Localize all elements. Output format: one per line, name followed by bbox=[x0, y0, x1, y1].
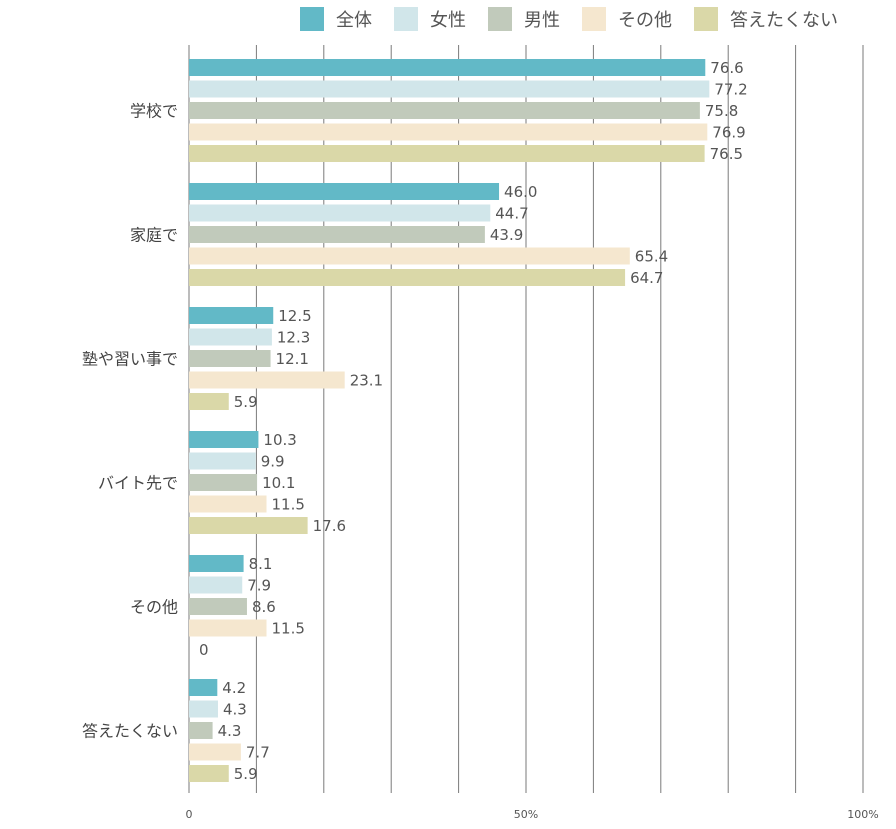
data-label: 0 bbox=[199, 641, 209, 659]
data-label: 65.4 bbox=[635, 248, 668, 266]
bar bbox=[189, 204, 491, 222]
legend: 全体 女性 男性 その他 答えたくない bbox=[300, 6, 838, 32]
data-label: 46.0 bbox=[504, 183, 537, 201]
bar bbox=[189, 145, 705, 162]
bar bbox=[189, 247, 630, 265]
x-tick-label: 50% bbox=[514, 808, 538, 821]
data-label: 17.6 bbox=[313, 517, 346, 535]
category-label: 家庭で bbox=[130, 226, 178, 245]
legend-item: 全体 bbox=[300, 6, 372, 32]
legend-label: 女性 bbox=[430, 10, 466, 31]
data-label: 4.3 bbox=[218, 722, 242, 740]
data-label: 76.5 bbox=[710, 145, 743, 163]
legend-item: 男性 bbox=[488, 6, 560, 32]
data-label: 11.5 bbox=[272, 496, 305, 514]
data-label: 9.9 bbox=[261, 453, 285, 471]
bar bbox=[189, 452, 256, 470]
data-label: 8.6 bbox=[252, 598, 276, 616]
x-tick-label: 100% bbox=[847, 808, 878, 821]
data-label: 5.9 bbox=[234, 765, 258, 783]
legend-swatch bbox=[300, 7, 324, 31]
legend-swatch bbox=[582, 7, 606, 31]
data-label: 10.1 bbox=[262, 474, 295, 492]
data-label: 75.8 bbox=[705, 102, 738, 120]
bar bbox=[189, 555, 244, 572]
bar bbox=[189, 371, 345, 389]
bar bbox=[189, 765, 229, 782]
category-label: 学校で bbox=[130, 102, 178, 121]
data-label: 4.3 bbox=[223, 701, 247, 719]
data-label: 11.5 bbox=[272, 620, 305, 638]
legend-swatch bbox=[694, 7, 718, 31]
bar bbox=[189, 431, 259, 448]
data-label: 23.1 bbox=[350, 372, 383, 390]
bar bbox=[189, 700, 218, 718]
bar bbox=[189, 307, 274, 324]
bar bbox=[189, 59, 706, 76]
bar bbox=[189, 226, 485, 243]
bar bbox=[189, 598, 247, 615]
data-label: 76.9 bbox=[712, 124, 745, 142]
legend-label: その他 bbox=[618, 10, 672, 31]
data-label: 64.7 bbox=[630, 269, 663, 287]
bar bbox=[189, 393, 229, 410]
data-label: 10.3 bbox=[263, 431, 296, 449]
data-label: 12.5 bbox=[278, 307, 311, 325]
legend-label: 男性 bbox=[524, 10, 560, 31]
legend-label: 全体 bbox=[336, 10, 372, 31]
data-label: 44.7 bbox=[495, 205, 528, 223]
bar bbox=[189, 474, 258, 491]
bar bbox=[189, 576, 243, 594]
legend-item: 女性 bbox=[394, 6, 466, 32]
category-label: 答えたくない bbox=[82, 722, 178, 741]
bar bbox=[189, 517, 308, 534]
bar bbox=[189, 183, 500, 200]
data-label: 43.9 bbox=[490, 226, 523, 244]
bar bbox=[189, 350, 271, 367]
legend-item: 答えたくない bbox=[694, 6, 838, 32]
legend-swatch bbox=[394, 7, 418, 31]
data-label: 12.1 bbox=[276, 350, 309, 368]
data-label: 8.1 bbox=[249, 555, 273, 573]
bar bbox=[189, 102, 700, 119]
category-label: その他 bbox=[130, 598, 178, 617]
data-label: 12.3 bbox=[277, 329, 310, 347]
bar bbox=[189, 722, 213, 739]
legend-swatch bbox=[488, 7, 512, 31]
bar bbox=[189, 123, 708, 141]
legend-label: 答えたくない bbox=[730, 10, 838, 31]
data-label: 7.7 bbox=[246, 744, 270, 762]
category-label: バイト先で bbox=[98, 474, 178, 493]
bar bbox=[189, 679, 218, 696]
data-label: 5.9 bbox=[234, 393, 258, 411]
data-label: 77.2 bbox=[714, 81, 747, 99]
bar bbox=[189, 619, 267, 637]
category-label: 塾や習い事で bbox=[82, 350, 178, 369]
bar bbox=[189, 743, 241, 761]
data-label: 7.9 bbox=[247, 577, 271, 595]
data-label: 4.2 bbox=[222, 679, 246, 697]
bar bbox=[189, 269, 626, 286]
legend-item: その他 bbox=[582, 6, 672, 32]
bar bbox=[189, 80, 710, 98]
bar bbox=[189, 495, 267, 513]
data-label: 76.6 bbox=[710, 59, 743, 77]
bar bbox=[189, 328, 272, 346]
x-tick-label: 0 bbox=[186, 808, 193, 821]
